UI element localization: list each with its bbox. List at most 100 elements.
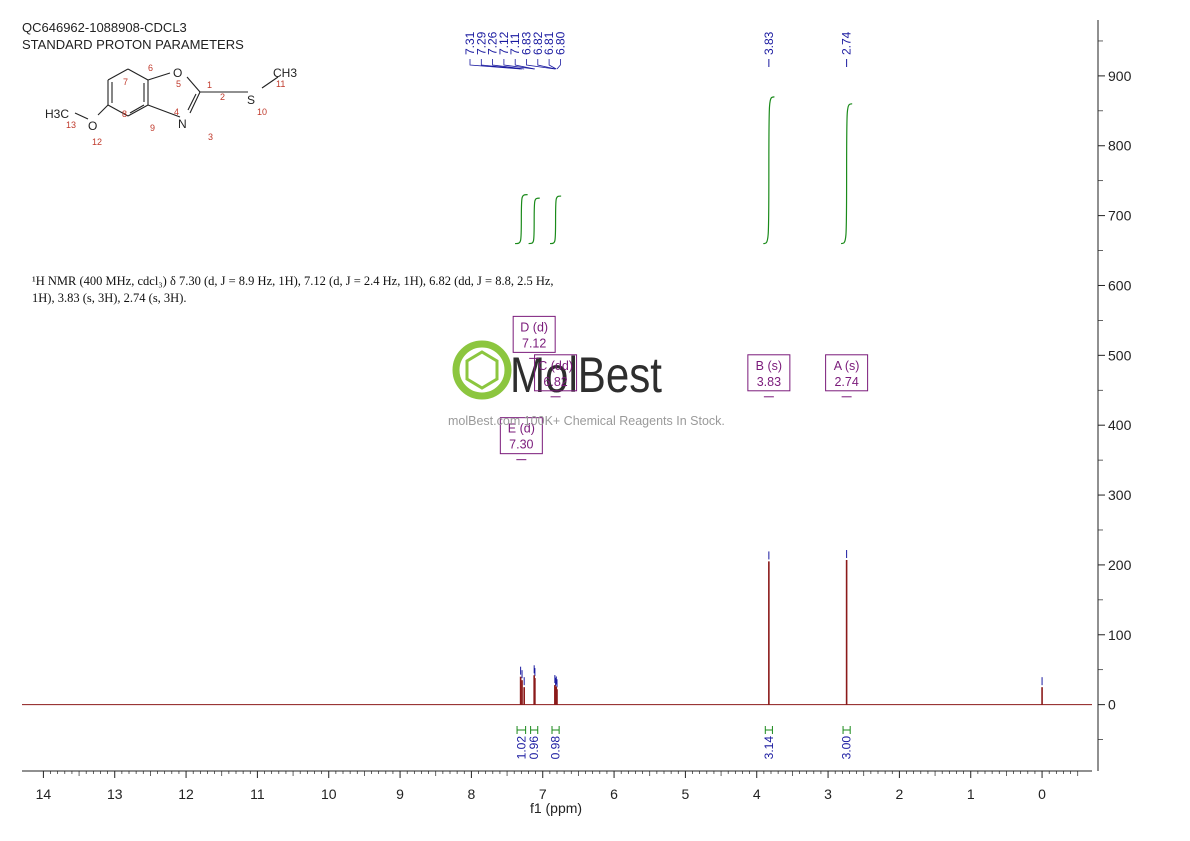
nmr-description: ¹H NMR (400 MHz, cdcl₃) δ 7.30 (d, J = 8… (32, 273, 632, 307)
experiment-name: STANDARD PROTON PARAMETERS (22, 37, 244, 52)
x-tick-label: 6 (610, 786, 618, 802)
peak-label: 6.83 (520, 31, 534, 55)
x-tick-label: 13 (107, 786, 123, 802)
nmr-description-line-2: 1H), 3.83 (s, 3H), 2.74 (s, 3H). (32, 291, 187, 305)
multiplet-name: A (s) (834, 359, 860, 373)
watermark-url: molBest.com 100K+ Chemical Reagents In S… (448, 414, 725, 428)
x-axis-title: f1 (ppm) (530, 800, 582, 816)
peak-label: 2.74 (840, 31, 854, 55)
peak-label: 7.29 (474, 31, 488, 55)
atom-number: 1 (207, 80, 212, 90)
atom-number: 6 (148, 63, 153, 73)
integral-value: 3.00 (840, 736, 854, 760)
y-tick-label: 800 (1108, 138, 1132, 154)
y-tick-label: 900 (1108, 68, 1132, 84)
multiplet-shift: 2.74 (834, 375, 858, 389)
atom-s: S (247, 93, 255, 107)
integral-value: 3.14 (762, 736, 776, 760)
atom-number: 12 (92, 137, 102, 147)
multiplet-shift: 7.12 (522, 336, 546, 350)
atom-number: 13 (66, 120, 76, 130)
y-tick-label: 0 (1108, 697, 1116, 713)
integral-curve (515, 194, 528, 245)
peak-label: 6.81 (542, 31, 556, 55)
x-tick-label: 12 (178, 786, 194, 802)
peak-label: 7.26 (486, 31, 500, 55)
multiplet-name: B (s) (756, 359, 782, 373)
x-tick-label: 11 (250, 786, 265, 802)
atom-number: 10 (257, 107, 267, 117)
peak-label: 3.83 (762, 31, 776, 55)
multiplet-shift: 6.82 (543, 375, 567, 389)
atom-ch3: CH3 (273, 66, 297, 80)
nmr-description-line-1: ¹H NMR (400 MHz, cdcl₃) δ 7.30 (d, J = 8… (32, 274, 554, 288)
multiplet-box (499, 417, 543, 455)
multiplet-shift: 7.30 (509, 438, 533, 452)
atom-number: 2 (220, 92, 225, 102)
atom-number: 7 (123, 77, 128, 87)
atom-n: N (178, 117, 187, 131)
atom-number: 9 (150, 123, 155, 133)
peak-label: 7.11 (508, 32, 522, 55)
atom-number: 11 (276, 79, 285, 89)
multiplet-name: E (d) (508, 422, 535, 436)
x-tick-label: 8 (468, 786, 476, 802)
x-tick-label: 3 (824, 786, 832, 802)
peak-label-leader (503, 59, 535, 70)
molecule-structure: H3C O O N S CH3 13 12 8 9 7 6 5 4 1 2 3 … (45, 63, 297, 147)
peak-label: 7.12 (497, 31, 511, 55)
molbest-logo-hexagon (465, 350, 499, 390)
integral-curve (550, 195, 562, 245)
atom-number: 4 (174, 107, 179, 117)
molbest-logo-icon (452, 340, 512, 400)
atom-number: 3 (208, 132, 213, 142)
x-tick-label: 0 (1038, 786, 1046, 802)
integral-curve (528, 197, 540, 245)
multiplet-name: D (d) (520, 320, 548, 334)
peak-label-leader (526, 59, 555, 70)
integral-value: 1.02 (514, 736, 528, 760)
x-tick-label: 10 (321, 786, 337, 802)
y-tick-label: 300 (1108, 487, 1132, 503)
multiplet-box (534, 354, 578, 392)
peak-label-leader (548, 59, 557, 70)
multiplet-box (825, 354, 869, 392)
y-tick-label: 200 (1108, 557, 1132, 573)
peak-label-leader (469, 59, 521, 70)
peak-label: 7.31 (463, 31, 477, 55)
x-tick-label: 14 (36, 786, 52, 802)
atom-o-ring: O (173, 66, 182, 80)
atom-number: 8 (122, 109, 127, 119)
y-tick-label: 400 (1108, 417, 1132, 433)
x-tick-label: 7 (539, 786, 547, 802)
x-tick-label: 5 (682, 786, 690, 802)
peak-label-leader (537, 59, 556, 70)
x-tick-label: 1 (967, 786, 975, 802)
y-tick-label: 600 (1108, 277, 1132, 293)
atom-number: 5 (176, 79, 181, 89)
peak-label: 6.80 (553, 31, 567, 55)
x-tick-label: 4 (753, 786, 761, 802)
atom-h3c: H3C (45, 107, 69, 121)
y-tick-label: 100 (1108, 627, 1132, 643)
peak-label: 6.82 (531, 31, 545, 55)
peak-label-leader (514, 59, 535, 70)
multiplet-shift: 3.83 (757, 375, 781, 389)
multiplet-name: C (dd) (538, 359, 573, 373)
x-tick-label: 9 (396, 786, 404, 802)
peak-label-leader (480, 59, 523, 70)
integral-value: 0.96 (527, 736, 541, 760)
multiplet-box (747, 354, 791, 392)
integral-curve (841, 103, 853, 245)
atom-o-methoxy: O (88, 119, 97, 133)
y-tick-label: 500 (1108, 347, 1132, 363)
y-tick-label: 700 (1108, 208, 1132, 224)
x-tick-label: 2 (896, 786, 904, 802)
integral-curve (763, 96, 775, 245)
watermark-brand: MolBest (510, 347, 662, 403)
multiplet-box (512, 315, 556, 353)
watermark: MolBest (452, 340, 662, 403)
integral-value: 0.98 (549, 736, 563, 760)
